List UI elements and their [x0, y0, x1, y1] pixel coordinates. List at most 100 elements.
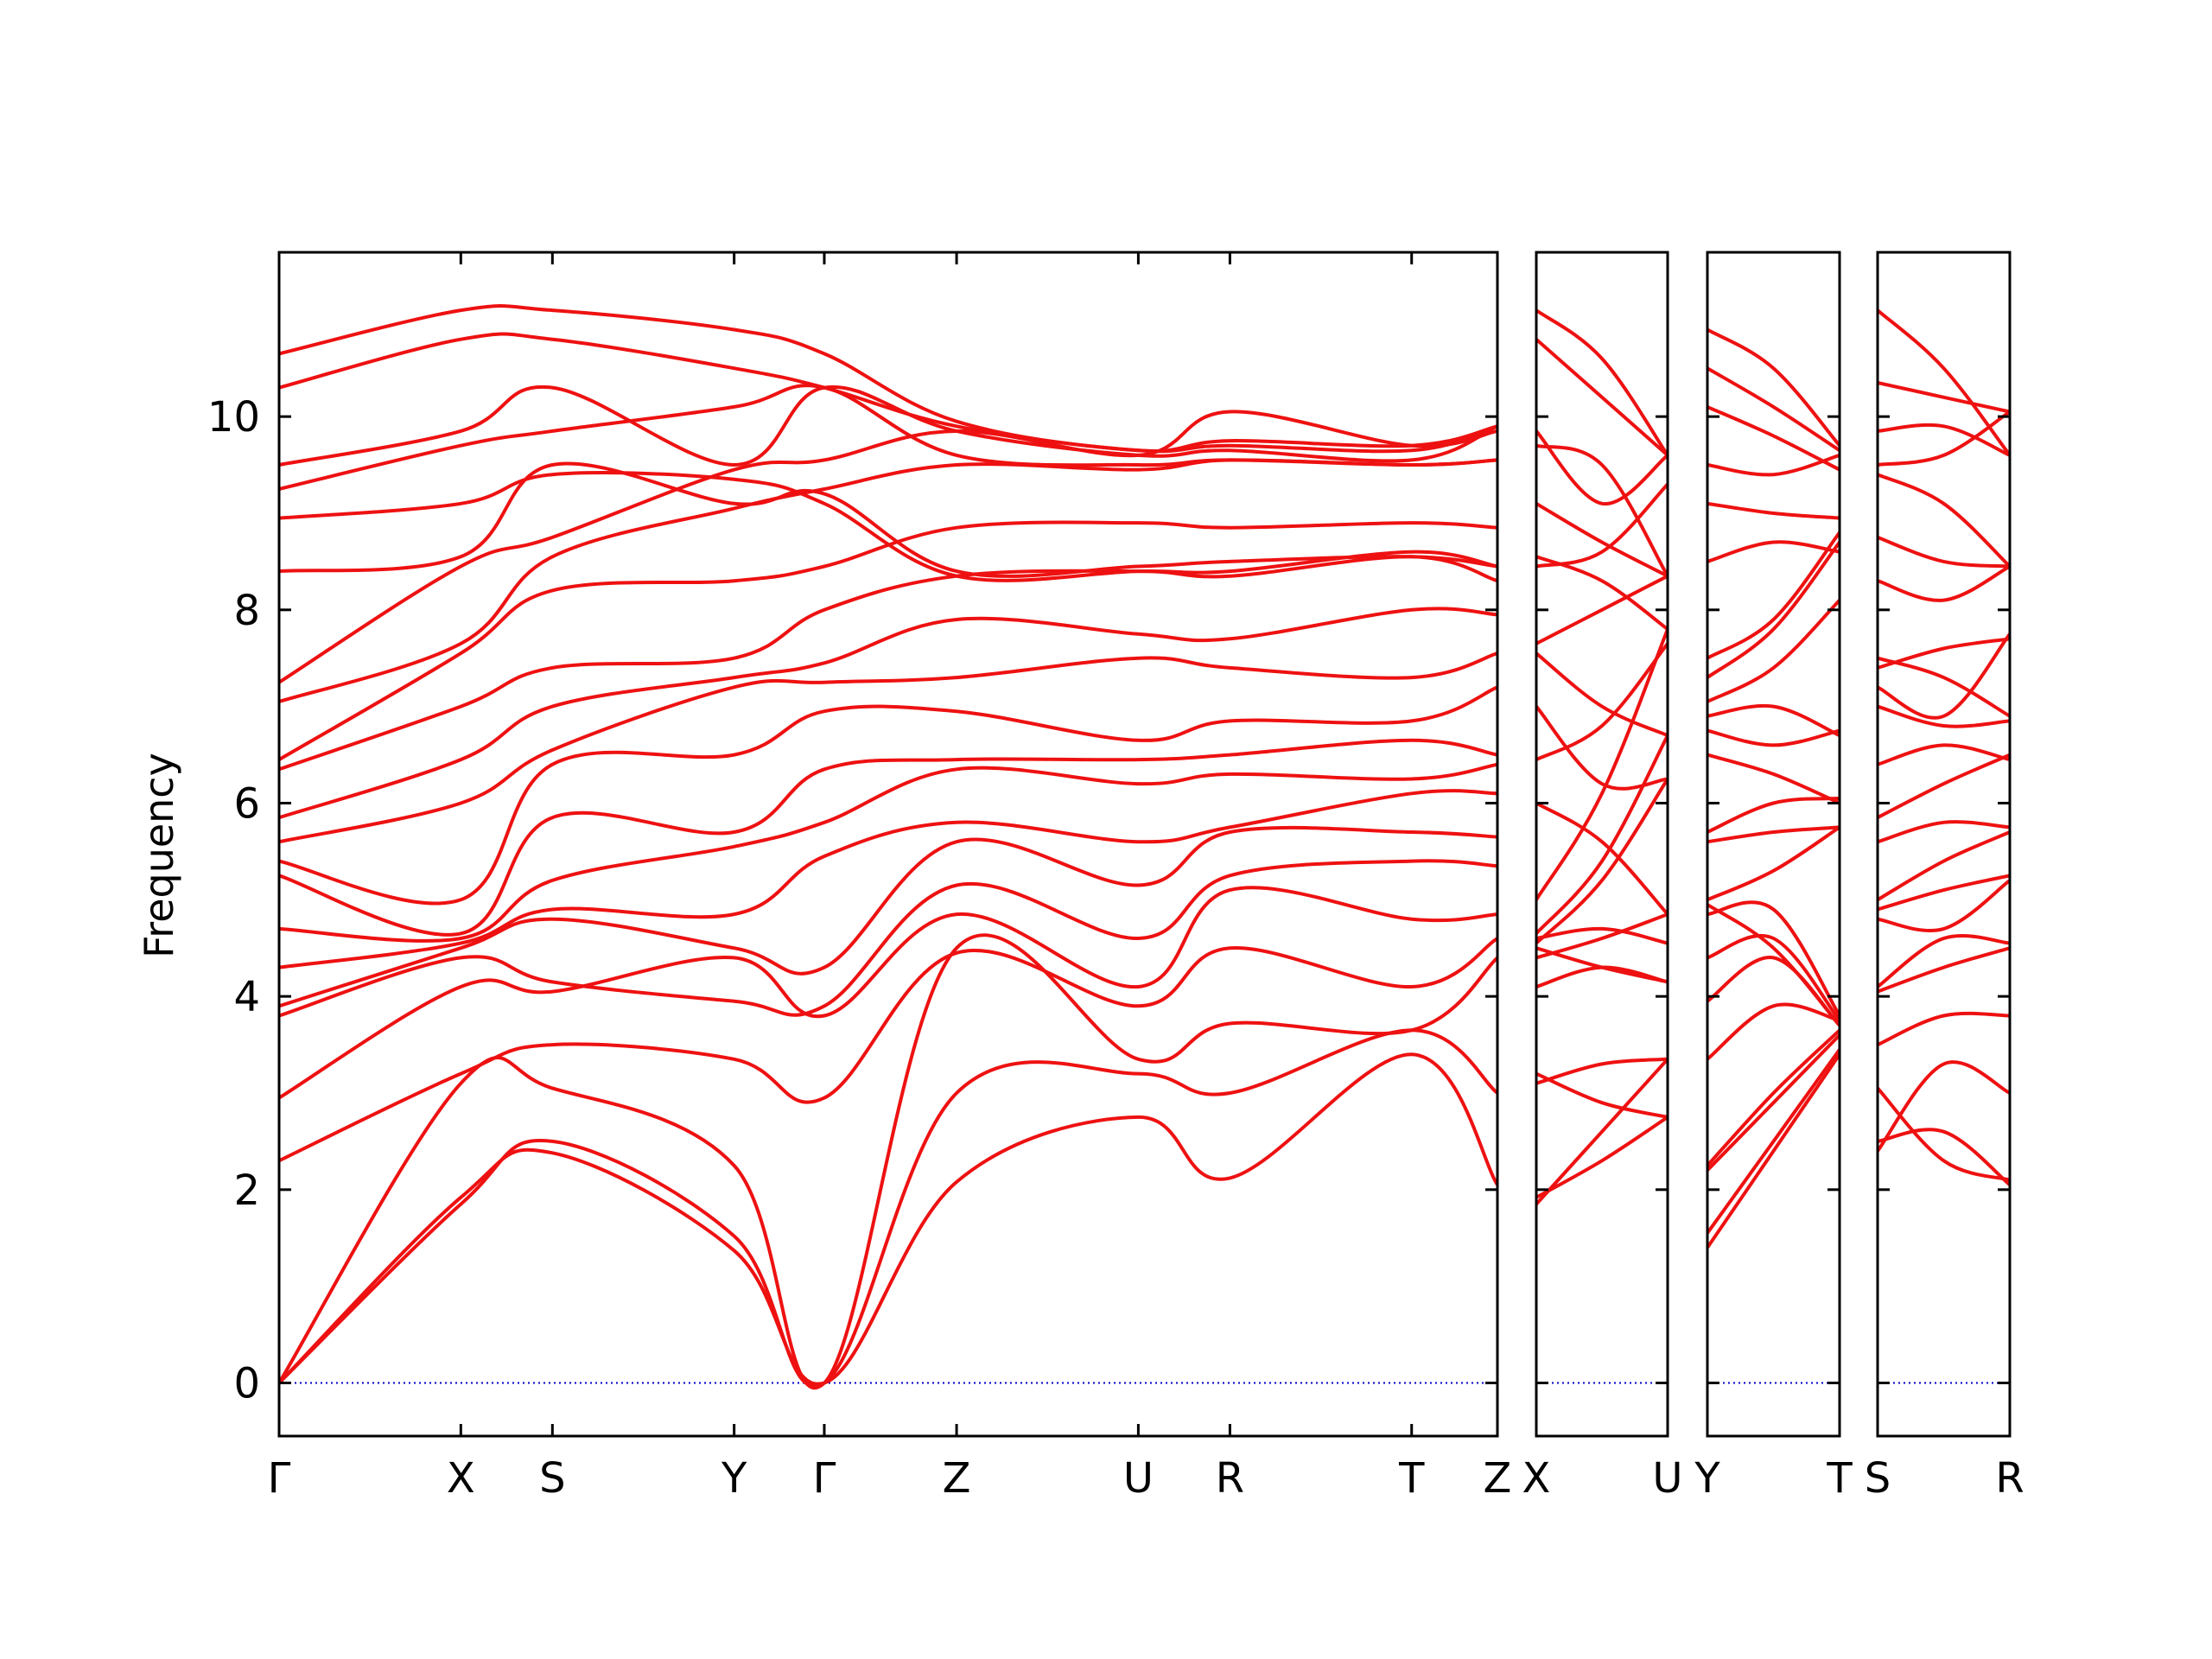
band-line-main-19: [279, 471, 1497, 582]
band-line-main-18: [279, 461, 1497, 578]
y-tick-label: 2: [233, 1166, 260, 1215]
panel-s-r-frame: [1876, 251, 2012, 1438]
kpoint-label: U: [1652, 1454, 1682, 1503]
band-line-main-8: [279, 789, 1497, 969]
panel-y-t-frame: [1706, 251, 1841, 1438]
kpoint-label: Γ: [268, 1454, 291, 1503]
band-line-s-r-17: [1878, 564, 2010, 602]
band-line-y-t-11: [1707, 825, 1840, 844]
band-line-y-t-23: [1707, 366, 1840, 452]
band-line-s-r-12: [1878, 743, 2010, 766]
y-tick-label: 0: [233, 1359, 260, 1408]
band-line-y-t-10: [1707, 825, 1840, 902]
band-line-main-15: [279, 520, 1497, 761]
band-line-s-r-7: [1878, 879, 2010, 932]
band-line-x-u-15: [1536, 652, 1668, 738]
kpoint-label: T: [1398, 1454, 1425, 1503]
band-line-main-16: [279, 458, 1497, 703]
band-line-main-11: [279, 685, 1497, 906]
band-line-main-12: [279, 652, 1497, 844]
band-line-y-t-13: [1707, 753, 1840, 805]
band-line-main-14: [279, 555, 1497, 772]
band-line-s-r-5: [1878, 946, 2010, 994]
frames-layer: [277, 251, 2012, 1438]
band-line-main-6: [279, 859, 1497, 1018]
kpoint-label: Z: [943, 1454, 971, 1503]
band-line-main-3: [279, 933, 1497, 1390]
band-line-main-10: [279, 738, 1497, 937]
band-line-s-r-22: [1878, 381, 2010, 414]
band-line-y-t-4: [1707, 1028, 1840, 1167]
panel-x-u-frame: [1535, 251, 1669, 1438]
band-line-x-u-8: [1536, 778, 1668, 945]
kpoint-label: T: [1826, 1454, 1853, 1503]
y-tick-label: 10: [207, 393, 260, 442]
band-line-y-t-15: [1707, 703, 1840, 738]
kpoint-label: X: [447, 1454, 475, 1503]
band-line-s-r-9: [1878, 830, 2010, 902]
kpoint-label: U: [1123, 1454, 1154, 1503]
band-line-s-r-19: [1878, 473, 2010, 568]
panel-main-frame: [277, 251, 1499, 1438]
band-line-y-t-24: [1707, 327, 1840, 448]
band-line-s-r-23: [1878, 308, 2010, 457]
band-line-x-u-11: [1536, 628, 1668, 901]
band-line-main-7: [279, 825, 1497, 1008]
band-line-y-t-8: [1707, 900, 1840, 1017]
band-line-y-t-18: [1707, 531, 1840, 660]
panel-x-u-bands: [1536, 308, 1668, 1384]
kpoint-label: Z: [1484, 1454, 1512, 1503]
band-line-y-t-12: [1707, 796, 1840, 834]
kpoint-label: Γ: [813, 1454, 836, 1503]
band-line-s-r-14: [1878, 632, 2010, 720]
band-line-y-t-1: [1707, 1053, 1840, 1249]
kpoint-label: X: [1522, 1454, 1551, 1503]
band-line-main-13: [279, 607, 1497, 820]
band-line-x-u-20: [1536, 443, 1668, 577]
bands-layer: [279, 304, 2010, 1390]
band-line-main-20: [279, 384, 1497, 491]
kpoint-label: R: [1995, 1454, 2024, 1503]
band-line-s-r-10: [1878, 820, 2010, 844]
band-line-x-u-13: [1536, 642, 1668, 761]
band-line-s-r-21: [1878, 423, 2010, 457]
band-line-s-r-13: [1878, 704, 2010, 728]
kpoint-label: S: [539, 1454, 565, 1503]
band-line-x-u-17: [1536, 483, 1668, 569]
y-axis-label: Frequency: [136, 753, 182, 958]
y-tick-label: 4: [233, 973, 260, 1021]
kpoint-label: R: [1216, 1454, 1244, 1503]
band-line-y-t-9: [1707, 903, 1840, 1027]
band-line-s-r-3: [1878, 1087, 2010, 1182]
band-line-main-21: [279, 385, 1497, 467]
band-line-y-t-16: [1707, 599, 1840, 703]
kpoint-label: Y: [721, 1454, 747, 1503]
band-line-main-2: [279, 1028, 1497, 1389]
y-tick-label: 8: [233, 587, 260, 635]
band-line-y-t-5: [1707, 1002, 1840, 1061]
band-line-x-u-10: [1536, 734, 1668, 935]
band-line-y-t-19: [1707, 540, 1840, 563]
band-line-x-u-23: [1536, 308, 1668, 457]
band-line-s-r-8: [1878, 874, 2010, 912]
band-line-s-r-16: [1878, 656, 2010, 718]
panel-y-t-bands: [1707, 327, 1840, 1384]
band-line-s-r-20: [1878, 410, 2010, 467]
panel-s-r-bands: [1878, 308, 2010, 1384]
band-line-x-u-19: [1536, 502, 1668, 578]
band-line-x-u-9: [1536, 926, 1668, 945]
band-line-y-t-2: [1707, 1048, 1840, 1235]
band-line-s-r-18: [1878, 536, 2010, 569]
band-line-y-t-7: [1707, 933, 1840, 1022]
band-line-x-u-18: [1536, 555, 1668, 631]
band-line-main-4: [279, 937, 1497, 1163]
band-line-x-u-3: [1536, 1057, 1668, 1085]
y-tick-label: 6: [233, 779, 260, 828]
kpoint-label: S: [1865, 1454, 1891, 1503]
band-line-s-r-6: [1878, 933, 2010, 988]
band-line-y-t-20: [1707, 501, 1840, 520]
band-line-x-u-2: [1536, 1116, 1668, 1199]
band-line-x-u-7: [1536, 946, 1668, 984]
